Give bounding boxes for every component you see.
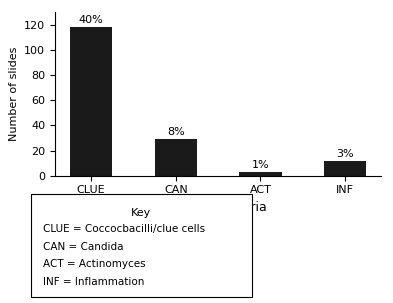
Text: INF = Inflammation: INF = Inflammation (43, 277, 145, 287)
Text: Key: Key (131, 208, 152, 218)
Bar (70, 27, 112, 176)
Text: 40%: 40% (79, 15, 103, 25)
Text: 8%: 8% (167, 127, 185, 137)
Text: 3%: 3% (336, 149, 354, 159)
Text: CAN = Candida: CAN = Candida (43, 242, 124, 252)
Text: CLUE = Coccocbacilli/clue cells: CLUE = Coccocbacilli/clue cells (43, 224, 206, 234)
X-axis label: Specific criteria: Specific criteria (169, 201, 267, 214)
Text: 1%: 1% (252, 160, 269, 170)
Bar (324, 161, 366, 176)
Text: ACT = Actinomyces: ACT = Actinomyces (43, 259, 146, 269)
Bar (154, 139, 197, 176)
Y-axis label: Number of slides: Number of slides (9, 47, 18, 141)
Bar (239, 172, 282, 176)
